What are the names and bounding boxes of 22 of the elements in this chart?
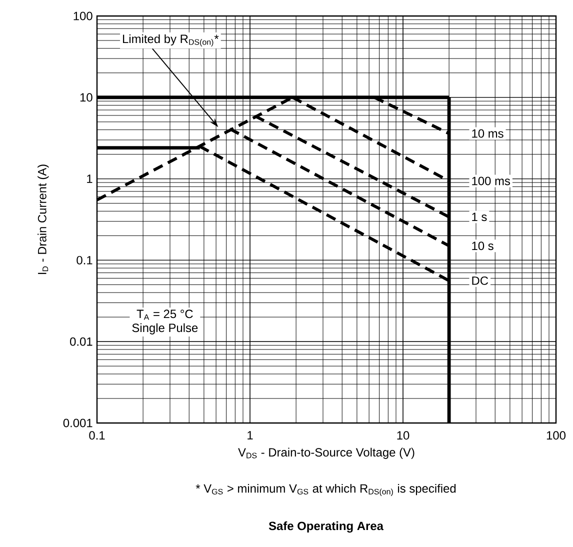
y-tick-label: 0.001	[63, 418, 92, 428]
series-label: 100 ms	[472, 176, 510, 186]
y-tick-label: 0.1	[76, 256, 92, 264]
x-tick-label: 1	[248, 431, 253, 440]
y-tick-label: 0.01	[70, 337, 92, 346]
y-tick-label: 1	[87, 174, 92, 183]
x-tick-label: 100	[546, 431, 566, 440]
series-label: 10 s	[472, 242, 494, 250]
x-tick-label: 10	[397, 431, 410, 440]
text: Safe Operating Area	[268, 521, 384, 533]
y-axis-title: I$_{D}$ - Drain Current (A)	[38, 164, 49, 274]
annotation: Single Pulse	[132, 323, 198, 334]
series-label: 10 ms	[472, 129, 504, 138]
annotation: Limited by R$_{DS(on)}$*	[123, 34, 219, 46]
text: * V$_{GS}$ > minimum V$_{GS}$ at which R$_{DS(on)}$ is specified	[196, 484, 456, 496]
x-axis-title: V$_{DS}$ - Drain-to-Source Voltage (V)	[238, 448, 414, 459]
series-label: DC	[472, 276, 488, 285]
y-tick-label: 10	[80, 93, 92, 102]
annotation: T$_{A}$ = 25 °C	[136, 310, 193, 320]
x-tick-label: 0.1	[89, 431, 105, 440]
series-label: 1 s	[472, 212, 487, 222]
y-tick-label: 100	[74, 12, 92, 20]
